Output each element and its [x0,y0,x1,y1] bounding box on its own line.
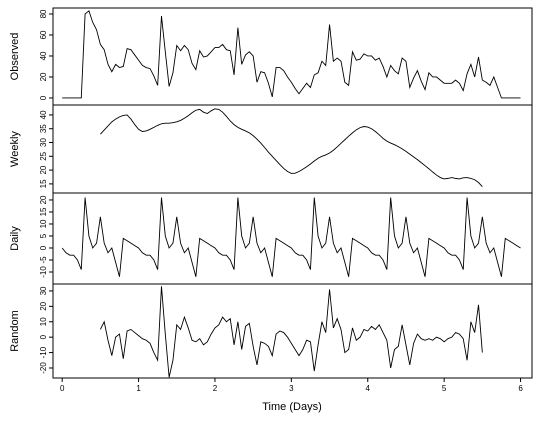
y-tick-label: 0 [39,95,48,100]
y-axis-label: Daily [9,226,21,251]
panel-frame [52,283,533,379]
x-tick-label: 2 [213,384,218,393]
y-tick-label: 0 [39,245,48,250]
y-tick-label: 20 [39,72,48,81]
x-tick-label: 1 [136,384,141,393]
y-tick-label: 40 [39,110,48,119]
panel-frame [52,104,533,194]
x-tick-label: 5 [442,384,447,393]
y-tick-label: 30 [39,286,48,295]
y-tick-label: 10 [39,219,48,228]
y-tick-label: 60 [39,30,48,39]
x-tick-label: 0 [60,384,65,393]
series-line [100,108,483,187]
series-line [62,10,521,99]
y-tick-label: 35 [39,124,48,133]
x-axis-label: Time (Days) [262,401,321,413]
y-tick-label: 80 [39,9,48,18]
y-axis-label: Observed [9,33,21,81]
y-tick-label: 30 [39,138,48,147]
y-axis-label: Weekly [9,131,21,167]
y-tick-label: 20 [39,195,48,204]
series-line [99,286,483,378]
y-tick-label: -5 [39,256,48,264]
x-tick-label: 4 [366,384,371,393]
y-tick-label: 5 [39,233,48,238]
y-tick-label: -10 [39,266,48,278]
y-tick-label: -20 [39,362,48,374]
y-tick-label: 10 [39,317,48,326]
y-tick-label: 25 [39,151,48,160]
panel-frame [52,7,533,106]
y-axis-label: Random [9,310,21,352]
y-tick-label: 20 [39,301,48,310]
x-tick-label: 3 [289,384,294,393]
y-tick-label: 0 [39,334,48,339]
x-tick-label: 6 [518,384,523,393]
y-tick-label: 20 [39,165,48,174]
panel-frame [52,192,533,285]
y-tick-label: 15 [39,207,48,216]
series-line [61,197,521,277]
y-tick-label: -10 [39,346,48,358]
y-tick-label: 15 [39,179,48,188]
y-tick-label: 40 [39,51,48,60]
